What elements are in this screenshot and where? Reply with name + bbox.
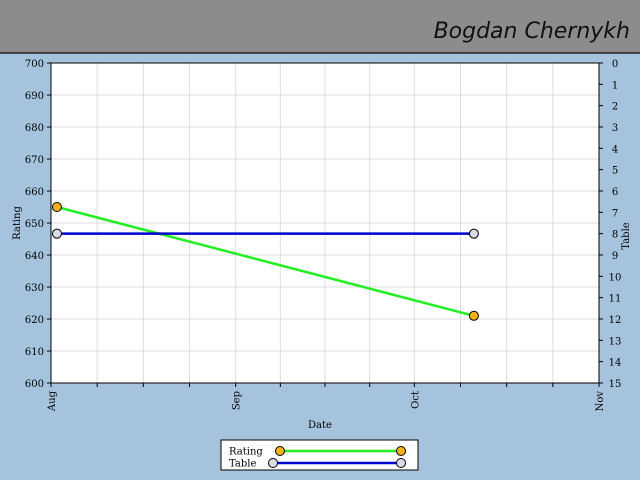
x-tick-label: Aug [47, 390, 58, 412]
legend-marker [396, 446, 406, 456]
point [468, 228, 479, 239]
y2-tick-label: 14 [609, 358, 622, 369]
y-tick-label: 640 [25, 251, 44, 262]
y-tick-label: 700 [25, 59, 44, 70]
y-tick-label: 650 [25, 219, 44, 230]
legend [220, 439, 419, 471]
point [51, 202, 62, 212]
y2-tick-label: 10 [609, 272, 622, 283]
y2-tick-label: 13 [609, 336, 622, 347]
x-tick-label: Sep [232, 391, 243, 410]
plot-border [50, 62, 600, 384]
y-tick-label: 690 [25, 91, 44, 102]
y2-tick-label: 12 [609, 315, 622, 326]
y2-axis-label: Table [621, 222, 632, 249]
y2-tick-label: 9 [612, 251, 618, 262]
legend-marker [275, 446, 285, 456]
y2-tick-label: 15 [609, 379, 622, 390]
y2-tick-label: 1 [612, 80, 618, 91]
y-tick-label: 670 [25, 155, 44, 166]
x-axis-label: Date [308, 420, 332, 431]
point [468, 310, 479, 321]
y-tick-label: 600 [25, 379, 44, 390]
legend-marker [268, 458, 278, 468]
y2-tick-label: 4 [612, 144, 618, 155]
y2-tick-label: 5 [612, 166, 618, 177]
x-tick-label: Nov [595, 391, 606, 412]
series-line [56, 205, 475, 318]
legend-label: Table [229, 459, 256, 470]
y2-tick-label: 8 [612, 230, 618, 241]
y-tick-label: 680 [25, 123, 44, 134]
y2-tick-label: 6 [612, 187, 618, 198]
point [51, 228, 62, 239]
y2-tick-label: 0 [612, 59, 618, 70]
y-tick-label: 660 [25, 187, 44, 198]
y-tick-label: 620 [25, 315, 44, 326]
y2-tick-label: 11 [609, 294, 622, 305]
header-bar [0, 0, 640, 53]
y2-tick-label: 7 [612, 208, 618, 219]
y-axis-label: Rating [12, 206, 23, 240]
y-tick-label: 610 [25, 347, 44, 358]
legend-marker [396, 458, 406, 468]
y2-tick-label: 3 [612, 123, 618, 134]
y-tick-label: 630 [25, 283, 44, 294]
legend-label: Rating [229, 447, 263, 458]
y2-tick-label: 2 [612, 102, 618, 113]
x-tick-label: Oct [410, 391, 421, 409]
author: Bogdan Chernykh [434, 19, 630, 44]
